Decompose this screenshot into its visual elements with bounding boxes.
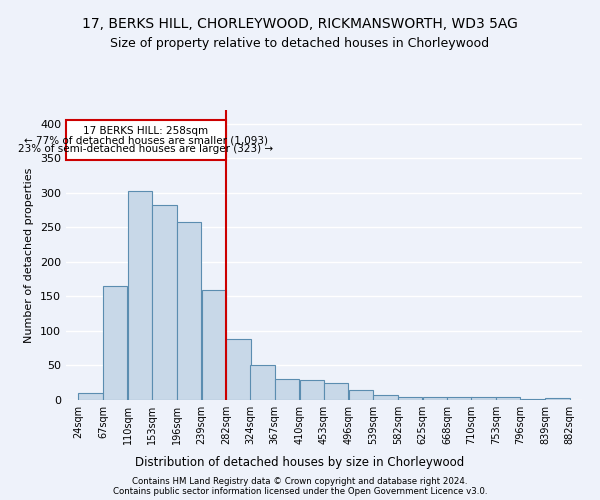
Text: 17, BERKS HILL, CHORLEYWOOD, RICKMANSWORTH, WD3 5AG: 17, BERKS HILL, CHORLEYWOOD, RICKMANSWOR… bbox=[82, 18, 518, 32]
Bar bbox=[349, 390, 373, 400]
Bar bbox=[79, 393, 103, 400]
Bar bbox=[324, 382, 349, 400]
Text: Contains public sector information licensed under the Open Government Licence v3: Contains public sector information licen… bbox=[113, 487, 487, 496]
Bar bbox=[152, 204, 176, 400]
Y-axis label: Number of detached properties: Number of detached properties bbox=[25, 168, 34, 342]
Bar bbox=[202, 290, 226, 400]
Bar bbox=[128, 191, 152, 400]
Text: Size of property relative to detached houses in Chorleywood: Size of property relative to detached ho… bbox=[110, 38, 490, 51]
Bar bbox=[103, 286, 127, 400]
Text: Contains HM Land Registry data © Crown copyright and database right 2024.: Contains HM Land Registry data © Crown c… bbox=[132, 477, 468, 486]
Bar bbox=[447, 397, 472, 400]
Text: ← 77% of detached houses are smaller (1,093): ← 77% of detached houses are smaller (1,… bbox=[24, 135, 268, 145]
Bar bbox=[373, 395, 398, 400]
Text: 17 BERKS HILL: 258sqm: 17 BERKS HILL: 258sqm bbox=[83, 126, 209, 136]
Bar bbox=[177, 222, 201, 400]
Bar bbox=[226, 339, 251, 400]
Bar bbox=[496, 396, 520, 400]
Bar bbox=[250, 366, 275, 400]
Bar bbox=[299, 380, 324, 400]
Bar bbox=[275, 378, 299, 400]
Bar bbox=[545, 398, 569, 400]
Text: Distribution of detached houses by size in Chorleywood: Distribution of detached houses by size … bbox=[136, 456, 464, 469]
Bar bbox=[398, 396, 422, 400]
Bar bbox=[66, 120, 226, 160]
Bar bbox=[422, 396, 447, 400]
Text: 23% of semi-detached houses are larger (323) →: 23% of semi-detached houses are larger (… bbox=[19, 144, 274, 154]
Bar bbox=[472, 397, 496, 400]
